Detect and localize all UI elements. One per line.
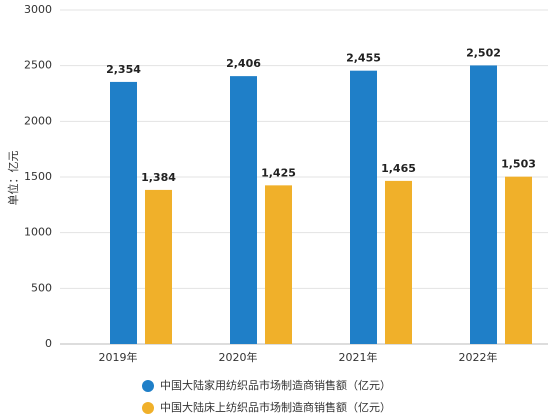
- legend-label: 中国大陆家用纺织品市场制造商销售额（亿元）: [160, 378, 391, 392]
- value-label: 1,384: [141, 171, 176, 184]
- y-tick-label: 2500: [24, 59, 52, 72]
- value-label: 2,406: [226, 57, 261, 70]
- x-tick-label: 2022年: [459, 350, 498, 364]
- value-label: 2,354: [106, 63, 141, 76]
- value-label: 1,425: [261, 166, 296, 179]
- y-tick-label: 1500: [24, 170, 52, 183]
- bar: [145, 189, 172, 344]
- legend-label: 中国大陆床上纺织品市场制造商销售额（亿元）: [160, 400, 391, 414]
- bar: [230, 76, 257, 344]
- x-tick-label: 2021年: [339, 350, 378, 364]
- bar: [505, 176, 532, 344]
- y-tick-label: 500: [31, 281, 52, 294]
- legend-marker: [142, 402, 154, 414]
- value-label: 1,503: [501, 158, 536, 171]
- value-label: 2,502: [466, 46, 501, 59]
- value-label: 2,455: [346, 52, 381, 65]
- bar: [385, 180, 412, 344]
- y-tick-label: 3000: [24, 3, 52, 16]
- y-tick-label: 2000: [24, 114, 52, 127]
- bar: [265, 185, 292, 344]
- y-tick-label: 0: [45, 337, 52, 350]
- y-axis-label: 单位：亿元: [6, 151, 20, 206]
- legend-marker: [142, 380, 154, 392]
- x-tick-label: 2020年: [219, 350, 258, 364]
- bar: [350, 70, 377, 344]
- x-tick-label: 2019年: [99, 350, 138, 364]
- bar: [470, 65, 497, 344]
- bar: [110, 81, 137, 345]
- value-label: 1,465: [381, 162, 416, 175]
- y-tick-label: 1000: [24, 226, 52, 239]
